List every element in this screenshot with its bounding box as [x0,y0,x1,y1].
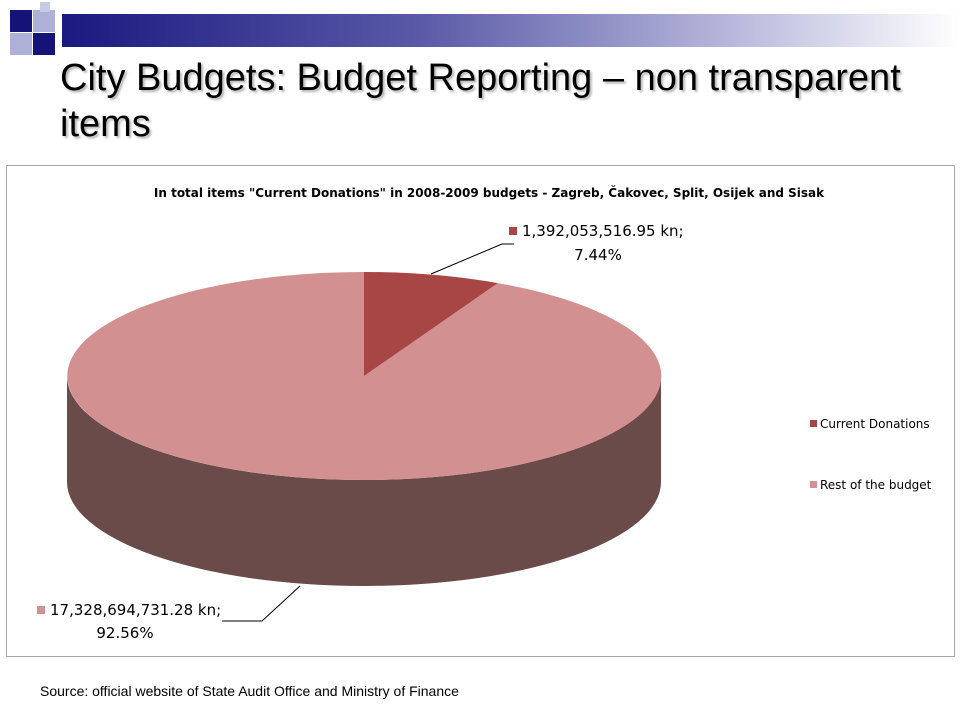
data-label-current-donations-value: 1,392,053,516.95 kn; [522,222,684,240]
pie-chart-svg: In total items "Current Donations" in 20… [37,185,932,642]
pie-slice-rest [67,272,662,480]
data-label-rest-value: 17,328,694,731.28 kn; [50,601,221,619]
label-marker-rest [37,606,45,614]
decor-square-dark [10,10,32,32]
data-label-rest-percent: 92.56% [96,624,153,642]
slide-title: City Budgets: Budget Reporting – non tra… [60,57,901,145]
leader-line-current-donations [430,243,514,275]
decor-square-light [33,10,55,32]
legend-swatch-current-donations [810,420,817,427]
decor-square-light [10,33,32,55]
source-note: Source: official website of State Audit … [40,683,459,699]
decor-square-light [40,2,50,12]
pie-slice-current-donations [364,271,498,376]
legend-label-current-donations: Current Donations [820,417,930,431]
pie-chart: In total items "Current Donations" in 20… [6,165,955,657]
chart-title: In total items "Current Donations" in 20… [154,185,825,200]
leader-line-rest [222,585,301,622]
label-marker-current-donations [509,227,517,235]
data-label-current-donations-percent: 7.44% [574,246,622,264]
legend-swatch-rest [810,481,817,488]
decor-square-dark [33,33,55,55]
pie-side-rest [67,376,661,586]
header-band [62,14,960,47]
legend-label-rest: Rest of the budget [820,478,932,492]
